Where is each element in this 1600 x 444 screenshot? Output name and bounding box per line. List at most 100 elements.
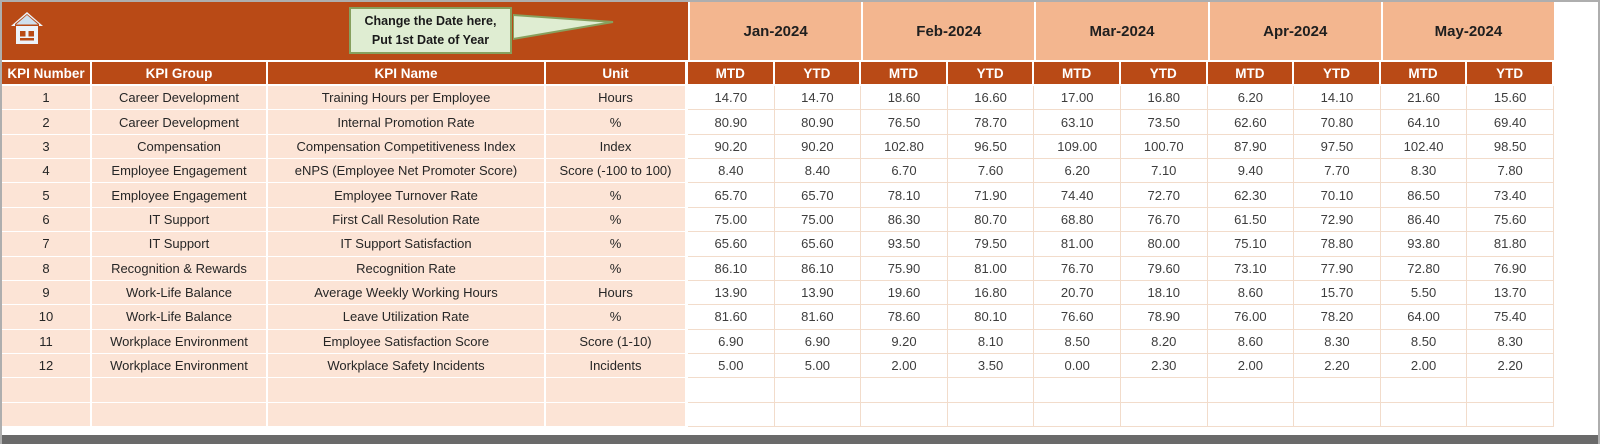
kpi-unit-cell[interactable]: % (546, 207, 688, 233)
kpi-value-cell[interactable]: 64.00 (1380, 305, 1468, 330)
kpi-unit-cell[interactable]: Score (1-10) (546, 329, 688, 354)
kpi-unit-cell[interactable]: Hours (546, 86, 688, 111)
kpi-value-cell[interactable]: 71.90 (947, 183, 1035, 208)
kpi-number-cell[interactable]: 11 (2, 329, 92, 354)
subheader-ytd-1[interactable]: YTD (947, 62, 1035, 86)
kpi-value-cell[interactable]: 93.50 (861, 232, 948, 257)
subheader-mtd-0[interactable]: MTD (688, 62, 775, 86)
empty-cell[interactable] (1034, 378, 1121, 403)
empty-cell[interactable] (947, 378, 1035, 403)
empty-cell[interactable] (268, 378, 546, 403)
month-header-4[interactable]: May-2024 (1382, 2, 1555, 60)
kpi-unit-cell[interactable]: Score (-100 to 100) (546, 159, 688, 184)
kpi-value-cell[interactable]: 8.60 (1207, 329, 1295, 354)
column-header-3[interactable]: Unit (546, 62, 688, 86)
kpi-value-cell[interactable]: 6.70 (861, 159, 948, 184)
kpi-value-cell[interactable]: 75.00 (688, 207, 775, 233)
kpi-value-cell[interactable]: 72.80 (1380, 256, 1468, 281)
kpi-value-cell[interactable]: 109.00 (1034, 134, 1121, 160)
kpi-number-cell[interactable]: 7 (2, 232, 92, 257)
kpi-unit-cell[interactable]: % (546, 232, 688, 257)
kpi-value-cell[interactable]: 8.60 (1207, 280, 1295, 306)
kpi-value-cell[interactable]: 90.20 (688, 134, 775, 160)
kpi-unit-cell[interactable]: % (546, 110, 688, 135)
empty-cell[interactable] (546, 402, 688, 428)
kpi-value-cell[interactable]: 61.50 (1207, 207, 1295, 233)
kpi-unit-cell[interactable]: % (546, 305, 688, 330)
kpi-number-cell[interactable]: 1 (2, 86, 92, 111)
kpi-value-cell[interactable]: 64.10 (1380, 110, 1468, 135)
empty-cell[interactable] (92, 378, 268, 403)
kpi-value-cell[interactable]: 70.10 (1294, 183, 1381, 208)
kpi-value-cell[interactable]: 2.20 (1294, 353, 1381, 379)
kpi-value-cell[interactable]: 8.30 (1294, 329, 1381, 354)
kpi-name-cell[interactable]: Internal Promotion Rate (268, 110, 546, 135)
kpi-value-cell[interactable]: 7.10 (1120, 159, 1208, 184)
kpi-value-cell[interactable]: 78.80 (1294, 232, 1381, 257)
month-header-1[interactable]: Feb-2024 (863, 2, 1035, 60)
kpi-value-cell[interactable]: 78.20 (1294, 305, 1381, 330)
kpi-value-cell[interactable]: 75.60 (1467, 207, 1554, 233)
kpi-name-cell[interactable]: Employee Satisfaction Score (268, 329, 546, 354)
kpi-unit-cell[interactable]: Incidents (546, 353, 688, 379)
kpi-value-cell[interactable]: 80.00 (1120, 232, 1208, 257)
empty-cell[interactable] (1120, 402, 1208, 428)
kpi-value-cell[interactable]: 81.60 (688, 305, 775, 330)
kpi-number-cell[interactable]: 12 (2, 353, 92, 379)
kpi-value-cell[interactable]: 81.60 (774, 305, 862, 330)
kpi-value-cell[interactable]: 2.00 (1207, 353, 1295, 379)
kpi-group-cell[interactable]: Employee Engagement (92, 183, 268, 208)
kpi-value-cell[interactable]: 20.70 (1034, 280, 1121, 306)
kpi-value-cell[interactable]: 6.90 (688, 329, 775, 354)
kpi-value-cell[interactable]: 97.50 (1294, 134, 1381, 160)
kpi-name-cell[interactable]: First Call Resolution Rate (268, 207, 546, 233)
kpi-value-cell[interactable]: 80.70 (947, 207, 1035, 233)
kpi-value-cell[interactable]: 16.60 (947, 86, 1035, 111)
empty-cell[interactable] (1034, 402, 1121, 428)
kpi-group-cell[interactable]: IT Support (92, 232, 268, 257)
kpi-value-cell[interactable]: 62.60 (1207, 110, 1295, 135)
kpi-group-cell[interactable]: Workplace Environment (92, 353, 268, 379)
kpi-value-cell[interactable]: 7.80 (1467, 159, 1554, 184)
kpi-group-cell[interactable]: Career Development (92, 110, 268, 135)
kpi-value-cell[interactable]: 86.10 (688, 256, 775, 281)
kpi-value-cell[interactable]: 63.10 (1034, 110, 1121, 135)
empty-cell[interactable] (688, 402, 775, 428)
kpi-value-cell[interactable]: 5.00 (688, 353, 775, 379)
kpi-value-cell[interactable]: 98.50 (1467, 134, 1554, 160)
kpi-value-cell[interactable]: 65.70 (688, 183, 775, 208)
kpi-value-cell[interactable]: 68.80 (1034, 207, 1121, 233)
kpi-value-cell[interactable]: 93.80 (1380, 232, 1468, 257)
kpi-value-cell[interactable]: 81.00 (947, 256, 1035, 281)
kpi-value-cell[interactable]: 75.40 (1467, 305, 1554, 330)
kpi-value-cell[interactable]: 18.10 (1120, 280, 1208, 306)
kpi-value-cell[interactable]: 13.90 (688, 280, 775, 306)
kpi-value-cell[interactable]: 2.00 (1380, 353, 1468, 379)
kpi-value-cell[interactable]: 80.90 (688, 110, 775, 135)
kpi-unit-cell[interactable]: Hours (546, 280, 688, 306)
kpi-value-cell[interactable]: 2.20 (1467, 353, 1554, 379)
kpi-unit-cell[interactable]: % (546, 183, 688, 208)
kpi-number-cell[interactable]: 3 (2, 134, 92, 160)
month-header-0[interactable]: Jan-2024 (690, 2, 862, 60)
kpi-value-cell[interactable]: 21.60 (1380, 86, 1468, 111)
kpi-value-cell[interactable]: 74.40 (1034, 183, 1121, 208)
kpi-value-cell[interactable]: 8.40 (688, 159, 775, 184)
kpi-value-cell[interactable]: 62.30 (1207, 183, 1295, 208)
kpi-value-cell[interactable]: 76.50 (861, 110, 948, 135)
kpi-value-cell[interactable]: 13.90 (774, 280, 862, 306)
kpi-value-cell[interactable]: 8.30 (1380, 159, 1468, 184)
kpi-value-cell[interactable]: 5.00 (774, 353, 862, 379)
kpi-value-cell[interactable]: 90.20 (774, 134, 862, 160)
empty-cell[interactable] (268, 402, 546, 428)
kpi-name-cell[interactable]: IT Support Satisfaction (268, 232, 546, 257)
kpi-value-cell[interactable]: 75.00 (774, 207, 862, 233)
kpi-value-cell[interactable]: 15.60 (1467, 86, 1554, 111)
kpi-group-cell[interactable]: IT Support (92, 207, 268, 233)
kpi-value-cell[interactable]: 75.10 (1207, 232, 1295, 257)
kpi-value-cell[interactable]: 8.10 (947, 329, 1035, 354)
empty-cell[interactable] (2, 402, 92, 428)
subheader-mtd-3[interactable]: MTD (1207, 62, 1295, 86)
kpi-value-cell[interactable]: 16.80 (1120, 86, 1208, 111)
kpi-value-cell[interactable]: 72.90 (1294, 207, 1381, 233)
